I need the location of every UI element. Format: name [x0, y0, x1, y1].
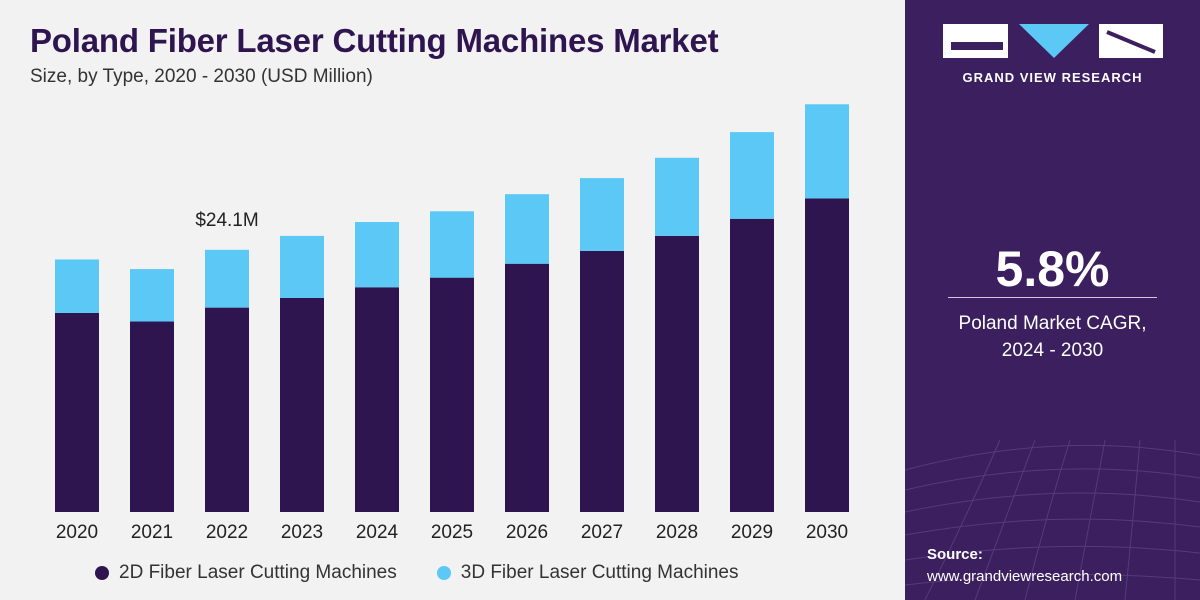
bar-3d-2026 — [505, 194, 549, 264]
legend-swatch-3d — [436, 566, 451, 580]
bar-2d-2028 — [655, 235, 699, 512]
cagr-label-line1: Poland Market CAGR, — [958, 313, 1147, 334]
chart-subtitle: Size, by Type, 2020 - 2030 (USD Million) — [30, 66, 373, 87]
x-tick-label-2022: 2022 — [206, 522, 248, 543]
bar-2d-2025 — [430, 277, 474, 512]
info-panel: GRAND VIEW RESEARCH 5.8% Poland Market C… — [905, 0, 1200, 600]
bar-2d-2029 — [730, 218, 774, 512]
bar-3d-2030 — [805, 104, 849, 199]
legend-label-3d: 3D Fiber Laser Cutting Machines — [460, 562, 739, 583]
bar-3d-2027 — [580, 178, 624, 251]
legend: 2D Fiber Laser Cutting Machines 3D Fiber… — [95, 562, 779, 584]
x-tick-label-2027: 2027 — [581, 522, 623, 543]
brand-name: GRAND VIEW RESEARCH — [962, 70, 1143, 85]
bar-2d-2022 — [205, 307, 249, 512]
bar-2d-2021 — [130, 321, 174, 512]
bar-2d-2020 — [55, 312, 99, 512]
source: Source: www.grandviewresearch.com — [927, 544, 1122, 588]
cagr-value: 5.8% — [995, 241, 1110, 297]
grand-view-research-logo-icon — [943, 24, 1163, 58]
legend-label-2d: 2D Fiber Laser Cutting Machines — [119, 562, 397, 583]
source-label: Source: — [927, 546, 983, 563]
chart-title: Poland Fiber Laser Cutting Machines Mark… — [30, 22, 719, 59]
legend-item-2d: 2D Fiber Laser Cutting Machines — [95, 562, 397, 584]
bar-2d-2030 — [805, 198, 849, 512]
bar-3d-2028 — [655, 157, 699, 236]
x-tick-label-2026: 2026 — [506, 522, 548, 543]
x-tick-label-2030: 2030 — [806, 522, 848, 543]
legend-swatch-2d — [95, 566, 109, 580]
bar-2d-2024 — [355, 287, 399, 512]
bar-3d-2024 — [355, 221, 399, 288]
cagr-label: Poland Market CAGR, 2024 - 2030 — [905, 310, 1200, 364]
bar-2d-2023 — [280, 297, 324, 512]
mesh-background — [905, 439, 1200, 600]
cagr-label-line2: 2024 - 2030 — [1001, 340, 1104, 361]
x-tick-label-2029: 2029 — [731, 522, 773, 543]
bar-3d-2025 — [430, 211, 474, 278]
x-tick-label-2028: 2028 — [656, 522, 698, 543]
bar-3d-2020 — [55, 259, 99, 313]
bar-2d-2026 — [505, 263, 549, 512]
bar-3d-2021 — [130, 269, 174, 322]
x-tick-label-2020: 2020 — [56, 522, 98, 543]
data-label-2022: $24.1M — [195, 210, 258, 231]
bar-chart: 2020 2021 2022 $24.1M 2023 2024 2025 2026 2027 20… — [55, 104, 849, 543]
bar-3d-2022 — [205, 249, 249, 308]
x-tick-label-2021: 2021 — [131, 522, 173, 543]
legend-item-3d: 3D Fiber Laser Cutting Machines — [436, 562, 739, 584]
bar-3d-2023 — [280, 235, 324, 298]
cagr-divider — [948, 297, 1157, 298]
source-url[interactable]: www.grandviewresearch.com — [927, 568, 1123, 585]
bar-3d-2029 — [730, 132, 774, 219]
x-tick-label-2024: 2024 — [356, 522, 399, 543]
x-tick-label-2025: 2025 — [431, 522, 473, 543]
chart-area: Poland Fiber Laser Cutting Machines Mark… — [30, 22, 849, 584]
x-tick-label-2023: 2023 — [281, 522, 323, 543]
bar-2d-2027 — [580, 250, 624, 512]
